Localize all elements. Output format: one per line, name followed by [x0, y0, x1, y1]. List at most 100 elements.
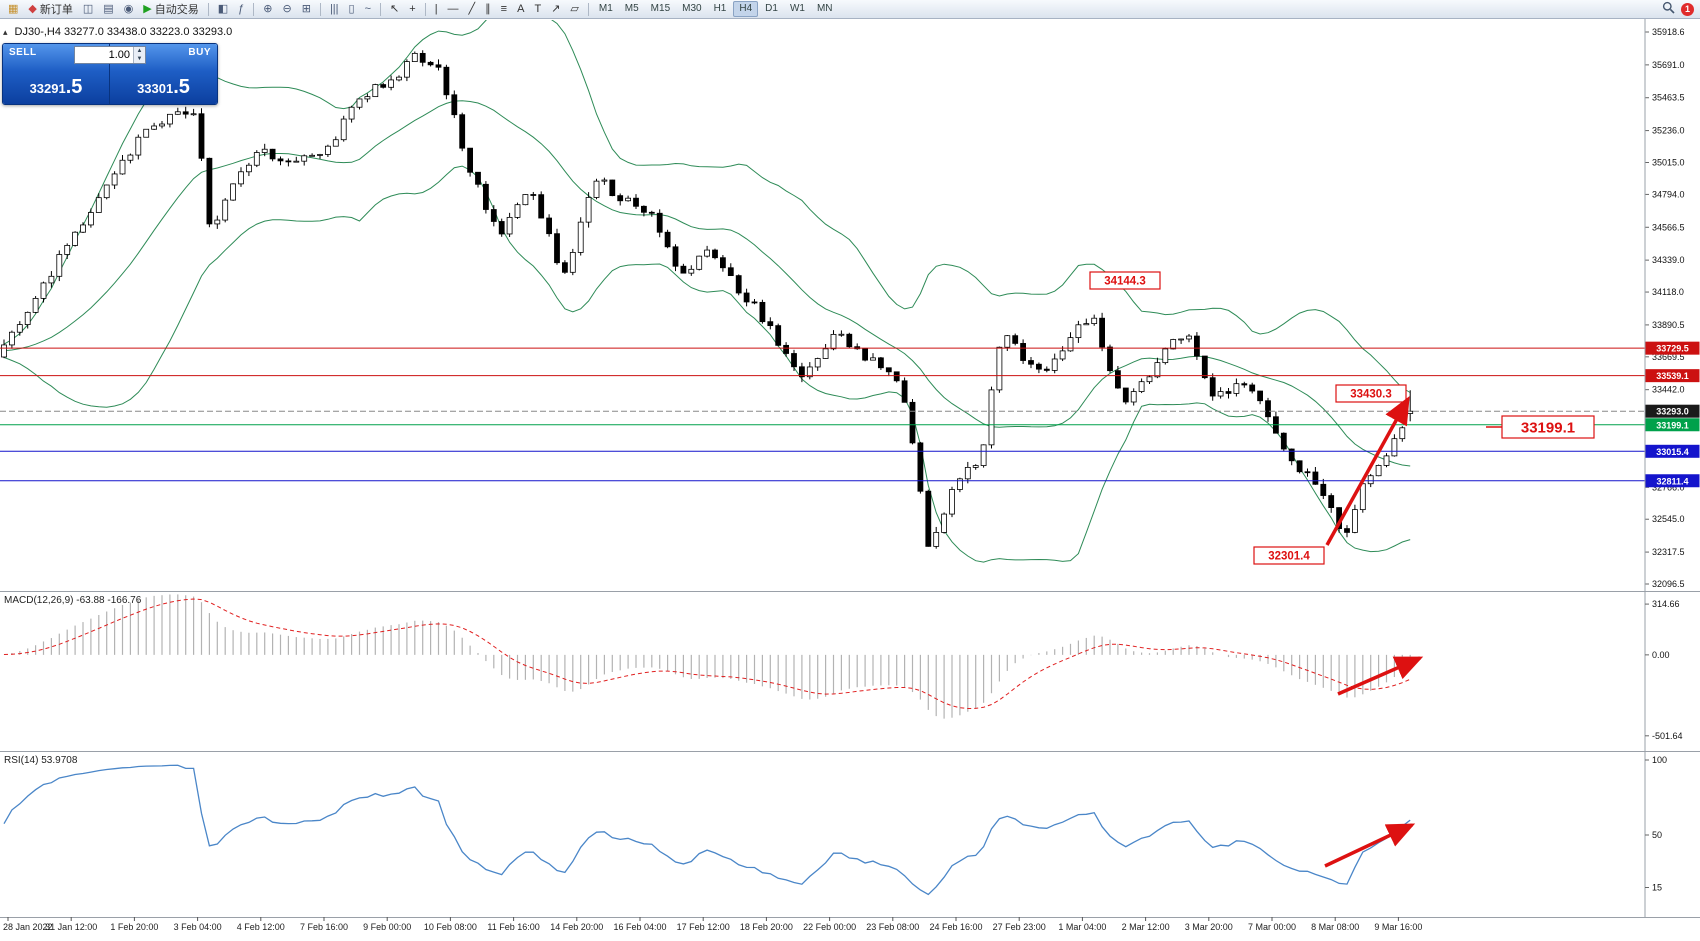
- profiles-icon[interactable]: ▤: [99, 1, 117, 18]
- new-order-icon: ◆: [28, 2, 37, 15]
- text-icon: A: [517, 2, 525, 15]
- horizontal-line-icon: —: [447, 2, 459, 15]
- price-pane: [1, 20, 1414, 563]
- toolbar-separator: [207, 2, 209, 16]
- y-axis-tick: 34339.0: [1652, 255, 1685, 265]
- x-axis-label: 16 Feb 04:00: [613, 922, 666, 932]
- y-axis-tick: 35918.6: [1652, 27, 1685, 37]
- y-axis-tick: 35015.0: [1652, 158, 1685, 168]
- axis-price-tag-text: 33293.0: [1656, 407, 1689, 417]
- toolbar-separator: [380, 2, 382, 16]
- shapes-icon[interactable]: ▱: [566, 1, 582, 18]
- timeframe-h1[interactable]: H1: [713, 3, 727, 14]
- x-axis-label: 24 Feb 16:00: [929, 922, 982, 932]
- alerts-icon[interactable]: ◉: [120, 1, 138, 18]
- price-annotation-box[interactable]: [1089, 271, 1161, 290]
- cursor-icon[interactable]: ↖: [386, 1, 403, 18]
- toolbar-right: 1: [1662, 1, 1696, 17]
- new-chart-button[interactable]: ▦: [4, 1, 22, 18]
- price-annotation-box[interactable]: [1501, 415, 1595, 439]
- toolbar-separator: [253, 2, 255, 16]
- timeframe-h4[interactable]: H4: [733, 1, 759, 17]
- collapse-panel-icon[interactable]: ▴: [3, 26, 8, 37]
- y-axis-tick: 32545.0: [1652, 514, 1685, 524]
- toolbar: ▦ ◆ 新订单 ◫ ▤ ◉ ▶ 自动交易 ◧ ƒ ⊕ ⊖ ⊞ ||| ▯ ~ ↖ + | — ╱ ∥ ≡ A T ↗ ▱ M1 M5 M1…: [0, 0, 1700, 19]
- new-order-button-label: 新订单: [39, 4, 73, 16]
- arrows-tool-icon: ↗: [551, 2, 561, 15]
- axis-price-tag: [1645, 418, 1700, 432]
- rsi-scale-tick: 15: [1652, 883, 1662, 893]
- search-icon[interactable]: [1662, 1, 1675, 17]
- chart-canvas[interactable]: 35918.6 35691.0 35463.5 35236.0 35015.0 34794…: [0, 19, 1700, 941]
- axis-price-tag: [1645, 474, 1700, 488]
- price-annotation-text: 33430.3: [1350, 389, 1392, 401]
- x-axis-label: 8 Mar 08:00: [1311, 922, 1359, 932]
- timeframe-d1[interactable]: D1: [765, 3, 778, 14]
- trend-arrow-macd[interactable]: [1337, 656, 1424, 696]
- sell-label: SELL: [9, 47, 37, 58]
- label-icon: T: [534, 2, 542, 15]
- macd-scale-tick: -501.64: [1652, 731, 1683, 741]
- macd-scale-tick: 0.00: [1652, 650, 1670, 660]
- y-axis-tick: 33890.5: [1652, 320, 1685, 330]
- candle-chart-type-icon: ▯: [348, 2, 355, 15]
- fibonacci-icon: ≡: [500, 2, 508, 15]
- y-axis-tick: 32766.0: [1652, 482, 1685, 492]
- arrows-tool-icon[interactable]: ↗: [547, 1, 564, 18]
- candles: [1, 50, 1414, 549]
- vertical-line-icon[interactable]: |: [431, 1, 442, 18]
- channel-icon: ∥: [485, 2, 491, 15]
- macd-signal-line: [3, 598, 1411, 710]
- price-annotation-box[interactable]: [1253, 546, 1325, 565]
- y-axis-tick: 32317.5: [1652, 547, 1685, 557]
- axis-price-tag: [1645, 444, 1700, 458]
- terminal-icon[interactable]: ◧: [214, 1, 232, 18]
- fibonacci-icon[interactable]: ≡: [497, 1, 511, 18]
- axis-price-tag: [1645, 369, 1700, 383]
- timeframe-w1[interactable]: W1: [789, 3, 805, 14]
- candle-chart-type-icon[interactable]: ▯: [345, 1, 359, 18]
- bar-chart-type-icon[interactable]: |||: [326, 1, 343, 18]
- x-axis-label: 3 Mar 20:00: [1185, 922, 1233, 932]
- timeframe-m1[interactable]: M1: [598, 3, 613, 14]
- trend-arrow-rsi[interactable]: [1324, 823, 1416, 868]
- y-axis-tick: 32096.5: [1652, 579, 1685, 589]
- x-axis-label: 17 Feb 12:00: [677, 922, 730, 932]
- autotrade-icon: ▶: [143, 2, 152, 15]
- zoom-in-icon[interactable]: ⊕: [259, 1, 276, 18]
- channel-icon[interactable]: ∥: [481, 1, 495, 18]
- axis-price-tag-text: 32811.4: [1656, 476, 1688, 486]
- x-axis-label: 2 Mar 12:00: [1122, 922, 1170, 932]
- zoom-out-icon[interactable]: ⊖: [279, 1, 296, 18]
- trend-arrow-price[interactable]: [1325, 395, 1410, 546]
- volume-down-button[interactable]: ▼: [134, 55, 145, 63]
- crosshair-icon[interactable]: +: [405, 1, 419, 18]
- timeframe-m5[interactable]: M5: [624, 3, 639, 14]
- axis-price-tag-text: 33729.5: [1656, 344, 1689, 354]
- cursor-icon: ↖: [390, 2, 400, 15]
- y-axis-tick: 34794.0: [1652, 189, 1685, 199]
- chart-windows-icon[interactable]: ◫: [79, 1, 97, 18]
- y-axis-tick: 35463.5: [1652, 93, 1685, 103]
- tile-windows-icon[interactable]: ⊞: [298, 1, 315, 18]
- volume-up-button[interactable]: ▲: [134, 47, 145, 55]
- x-axis-label: 1 Feb 20:00: [110, 922, 158, 932]
- new-order-button[interactable]: ◆ 新订单: [24, 1, 76, 18]
- y-axis-tick: 33669.5: [1652, 352, 1685, 362]
- new-chart-icon: ▦: [8, 2, 19, 15]
- toolbar-separator: [319, 2, 321, 16]
- price-annotation-text: 32301.4: [1268, 551, 1310, 563]
- text-icon[interactable]: A: [513, 1, 528, 18]
- indicators-icon[interactable]: ƒ: [234, 1, 248, 18]
- trendline-icon[interactable]: ╱: [465, 1, 480, 18]
- timeframe-m15[interactable]: M15: [650, 3, 671, 14]
- timeframe-mn[interactable]: MN: [816, 3, 833, 14]
- autotrade-button[interactable]: ▶ 自动交易: [139, 1, 202, 18]
- volume-field[interactable]: 1.00 ▲ ▼: [74, 46, 146, 64]
- notification-badge[interactable]: 1: [1681, 2, 1694, 16]
- price-annotation-text: 34144.3: [1104, 276, 1146, 288]
- label-icon[interactable]: T: [530, 1, 545, 18]
- horizontal-line-icon[interactable]: —: [444, 1, 463, 18]
- line-chart-type-icon[interactable]: ~: [361, 1, 375, 18]
- timeframe-m30[interactable]: M30: [682, 3, 702, 14]
